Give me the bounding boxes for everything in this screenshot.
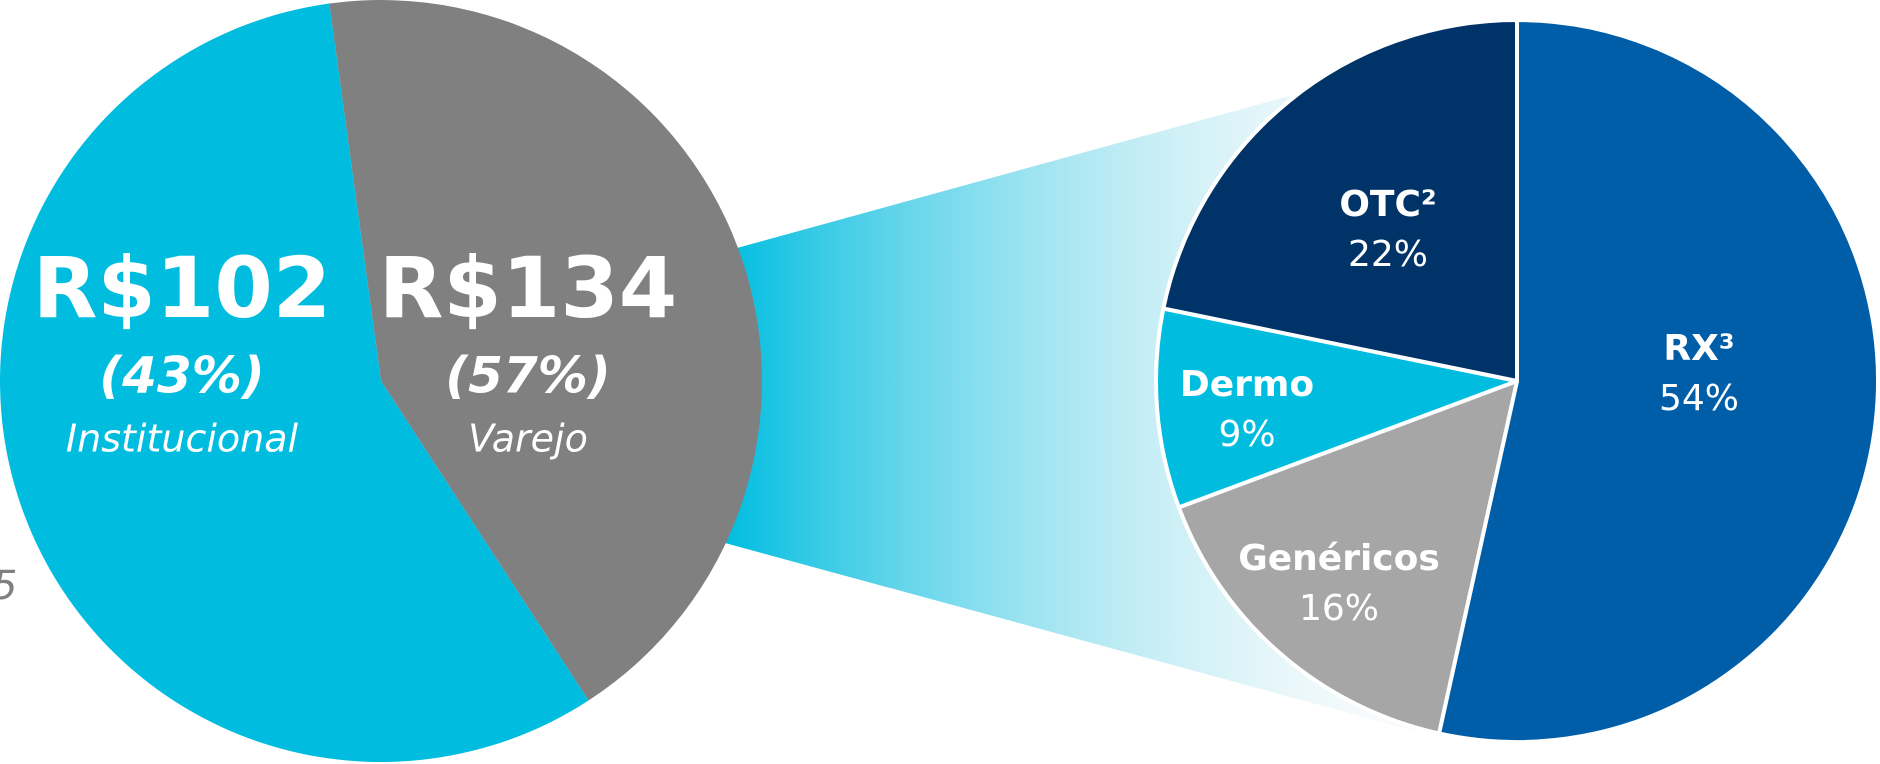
value-label: 9% <box>1218 414 1275 455</box>
pie-slice <box>1154 306 1519 510</box>
edge-text: 5 <box>0 563 17 609</box>
amount-label: R$102 <box>33 239 331 337</box>
category-label: OTC² <box>1339 184 1436 225</box>
value-label: 22% <box>1348 234 1428 275</box>
amount-label: R$134 <box>379 239 677 337</box>
category-label: Genéricos <box>1238 538 1440 579</box>
category-label: Dermo <box>1180 364 1314 405</box>
category-label: RX³ <box>1663 328 1734 369</box>
category-label: Institucional <box>66 417 299 461</box>
pie-slice <box>329 0 762 701</box>
pie-slice <box>1437 18 1880 744</box>
value-label: 16% <box>1299 588 1379 629</box>
value-label: (43%) <box>99 347 264 405</box>
value-label: (57%) <box>445 347 610 405</box>
value-label: 54% <box>1659 378 1739 419</box>
category-label: Varejo <box>468 417 588 461</box>
pie-slice <box>1161 18 1519 383</box>
pie-slice <box>1176 379 1519 736</box>
pie-slice <box>0 3 589 762</box>
